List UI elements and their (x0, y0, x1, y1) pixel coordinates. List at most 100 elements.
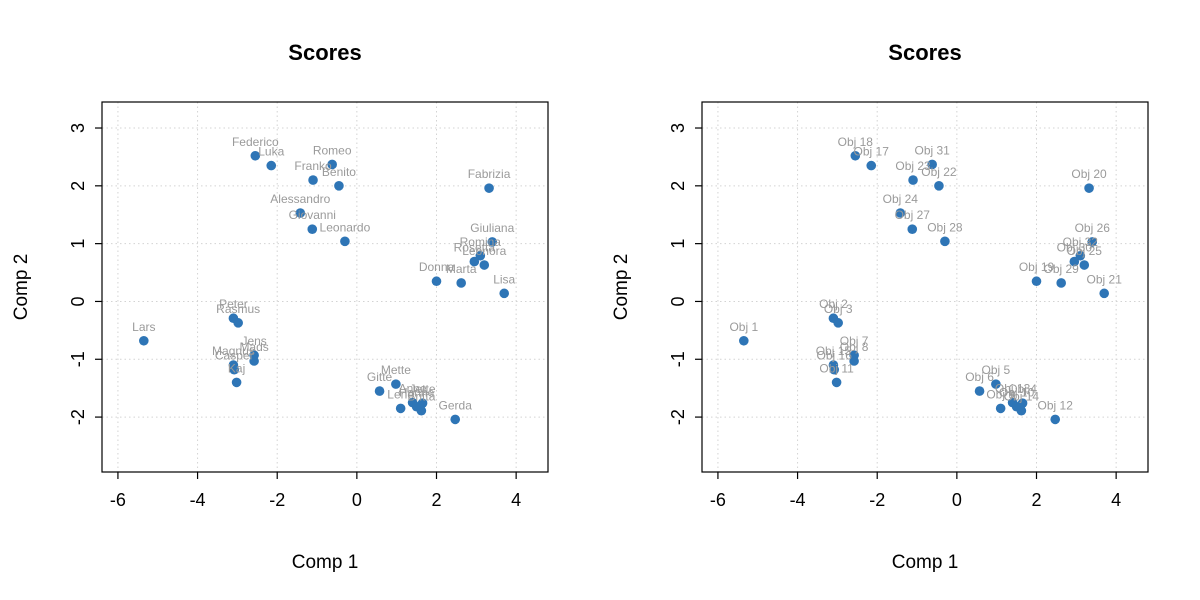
point-label: Obj 13 (995, 382, 1031, 396)
point-label: Obj 22 (921, 165, 957, 179)
point-label: Anne (399, 382, 427, 396)
data-point (233, 318, 243, 328)
plot-frame (101, 101, 549, 473)
point-label: Magnus (212, 344, 255, 358)
point-label: Obj 1 (729, 320, 758, 334)
data-point (1099, 288, 1109, 299)
point-label: Donna (419, 260, 455, 274)
y-tick-label: 2 (668, 181, 688, 191)
point-label: Giovanni (289, 208, 336, 222)
point-label: Obj 32 (1063, 235, 1099, 249)
point-label: Obj 16 (817, 349, 853, 363)
data-point (1087, 237, 1098, 247)
point-label: Obj 23 (895, 159, 931, 173)
x-tick-label: 4 (511, 490, 521, 510)
y-tick-label: 1 (668, 239, 688, 249)
data-point (450, 414, 461, 425)
data-point (431, 276, 442, 287)
point-label: Obj 18 (838, 135, 874, 149)
point-label: Obj 21 (1087, 272, 1123, 286)
point-label: Obj 24 (883, 192, 919, 206)
point-label: Obj 4 (1008, 382, 1037, 396)
point-label: Obj 11 (819, 361, 854, 375)
y-tick-label: 0 (668, 296, 688, 306)
point-label: Obj 9 (986, 387, 1015, 401)
x-tick-label: 4 (1111, 490, 1121, 510)
data-point (995, 403, 1006, 414)
point-label: Mads (239, 340, 268, 354)
data-point (139, 335, 149, 346)
y-axis-label: Comp 2 (11, 254, 32, 321)
y-tick-label: -1 (668, 351, 688, 367)
data-point (991, 379, 1001, 389)
data-point (1017, 398, 1028, 409)
point-label: Rasmus (216, 302, 260, 316)
point-label: Obj 15 (816, 344, 852, 358)
point-label: Obj 3 (824, 302, 853, 316)
data-point (479, 260, 490, 270)
point-label: Obj 5 (982, 363, 1011, 377)
x-tick-label: 2 (1031, 490, 1041, 510)
point-label: Peter (219, 297, 248, 311)
point-label: Obj 2 (819, 297, 848, 311)
point-label: Obj 27 (895, 208, 931, 222)
point-label: Obj 26 (1075, 221, 1111, 235)
data-point (831, 377, 842, 388)
x-tick-label: -4 (190, 490, 206, 510)
data-point (374, 386, 385, 396)
point-label: Obj 30 (1057, 241, 1093, 255)
point-label: Franko (294, 159, 332, 173)
data-point (908, 175, 918, 185)
data-point (307, 224, 318, 234)
data-point (940, 236, 950, 247)
data-point (340, 236, 350, 247)
x-tick-label: 0 (352, 490, 362, 510)
data-point (456, 278, 466, 288)
data-point (1084, 183, 1094, 193)
y-tick-label: 1 (68, 239, 88, 249)
point-label: Obj 10 (999, 386, 1035, 400)
data-point (475, 250, 486, 261)
data-point (416, 405, 427, 416)
data-point (829, 364, 840, 375)
data-point (249, 356, 259, 366)
point-label: Leonora (462, 244, 506, 258)
x-tick-label: 0 (952, 490, 962, 510)
data-point (469, 256, 480, 267)
data-point (934, 181, 944, 191)
y-tick-label: -1 (68, 351, 88, 367)
data-point (395, 403, 406, 414)
point-label: Rosetta (454, 241, 496, 255)
point-label: Obj 6 (965, 370, 994, 384)
data-point (1075, 250, 1086, 261)
point-label: Marta (446, 262, 477, 276)
data-point (974, 386, 985, 396)
data-point (327, 159, 337, 170)
y-tick-label: 0 (68, 296, 88, 306)
point-label: Romina (460, 235, 502, 249)
point-label: Federico (232, 135, 279, 149)
data-point (1079, 260, 1090, 270)
point-label: Lene (387, 387, 414, 401)
scores-panel-left: -6 -4 -2 0 2 4 -2 -1 0 1 2 3 Scores Comp 1 Comp 2 Lars P… (11, 40, 549, 573)
point-label: Jens (241, 334, 266, 348)
point-label: Obj 14 (1004, 390, 1040, 404)
point-label: Fabrizia (468, 167, 511, 181)
y-axis-label: Comp 2 (611, 254, 632, 321)
data-point (334, 181, 344, 191)
y-tick-label: 2 (68, 181, 88, 191)
point-label: Obj 29 (1044, 262, 1080, 276)
y-tick-label: -2 (668, 409, 688, 425)
data-point (295, 208, 306, 218)
chart-title: Scores (888, 40, 961, 65)
data-point (487, 237, 498, 247)
chart-title: Scores (288, 40, 361, 65)
point-label: Obj 19 (1019, 260, 1055, 274)
data-point (266, 160, 277, 171)
point-label: Mette (381, 363, 411, 377)
point-label: Gitte (367, 370, 393, 384)
data-point (907, 224, 918, 234)
point-label: Alessandro (270, 192, 330, 206)
data-point (739, 335, 749, 346)
